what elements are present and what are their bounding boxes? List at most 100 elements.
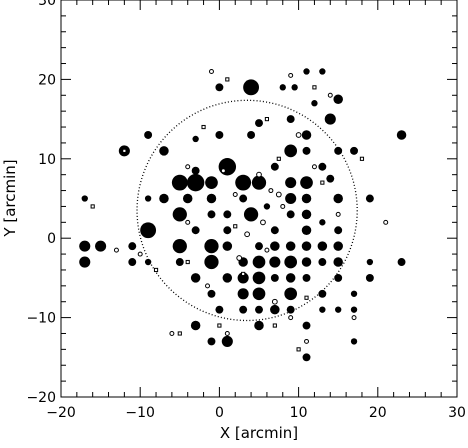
data-point-filled <box>172 239 187 254</box>
data-point-filled <box>222 273 233 283</box>
data-point-square <box>241 271 246 277</box>
y-tick-label: 30 <box>38 0 56 9</box>
data-point-filled <box>270 273 279 282</box>
data-point-open <box>113 247 119 253</box>
data-point-filled <box>319 68 326 75</box>
data-point-square <box>90 204 95 209</box>
y-axis-label: Y [arcmin] <box>1 159 19 237</box>
data-point-filled <box>252 255 266 269</box>
data-point-filled <box>318 258 327 266</box>
data-point-filled <box>215 83 224 92</box>
data-point-filled <box>205 176 218 189</box>
data-point-open <box>169 331 175 336</box>
data-point-filled <box>335 306 342 313</box>
data-point-filled <box>366 258 374 266</box>
data-point-filled <box>319 219 326 226</box>
data-point-filled <box>286 210 295 219</box>
data-point-open <box>185 164 191 170</box>
data-point-filled <box>191 226 200 235</box>
data-point-filled <box>318 162 327 171</box>
data-point-filled <box>255 119 263 128</box>
data-point-filled <box>221 335 233 347</box>
data-point-open <box>224 331 230 336</box>
data-point-filled <box>144 258 152 266</box>
y-tick-label: −20 <box>26 390 56 406</box>
data-point-filled <box>350 146 359 155</box>
data-point-filled <box>270 241 280 251</box>
data-point-filled <box>303 68 310 75</box>
data-point-filled <box>311 100 318 107</box>
data-point-filled <box>222 241 233 251</box>
data-point-filled <box>270 162 279 171</box>
data-point-filled <box>334 146 343 155</box>
data-point-filled <box>215 305 224 314</box>
data-point-filled <box>301 257 312 267</box>
x-tick-label: 30 <box>448 405 466 421</box>
data-point-filled <box>81 195 88 202</box>
data-point-filled <box>263 203 271 210</box>
data-point-open <box>264 247 270 253</box>
data-point-filled <box>140 222 157 239</box>
x-tick-label: 0 <box>215 405 224 421</box>
data-point-filled <box>255 305 263 314</box>
data-point-filled <box>186 173 205 192</box>
data-point-open <box>244 231 250 238</box>
data-point-filled <box>302 353 311 362</box>
data-point-filled <box>333 193 343 204</box>
plot-frame <box>60 0 458 398</box>
data-point-open <box>327 92 333 98</box>
data-point-filled <box>192 135 199 143</box>
data-point-filled <box>302 146 311 155</box>
data-point-filled <box>218 158 237 176</box>
data-point-filled <box>172 207 187 222</box>
data-point-filled <box>334 226 343 235</box>
data-point-filled <box>284 144 298 158</box>
data-point-filled <box>171 174 188 191</box>
data-point-filled <box>215 131 224 139</box>
data-point-filled <box>365 194 374 203</box>
data-point-filled <box>396 130 407 140</box>
data-point-open <box>288 315 294 321</box>
data-point-square <box>276 156 281 161</box>
data-point-filled <box>159 146 169 156</box>
data-point-filled <box>397 258 406 266</box>
data-point-open <box>185 219 191 225</box>
data-point-filled <box>237 288 249 300</box>
data-point-filled <box>333 241 343 251</box>
data-point-filled <box>319 306 326 313</box>
data-point-filled <box>252 271 266 285</box>
data-point-open <box>311 164 317 170</box>
data-point-filled <box>334 273 343 282</box>
data-point-open <box>260 219 266 226</box>
data-point-filled <box>190 320 201 331</box>
data-point-filled <box>350 338 358 345</box>
data-point-filled <box>237 272 249 284</box>
data-point-filled <box>285 241 296 251</box>
data-point-filled <box>286 115 295 124</box>
data-point-square <box>201 124 206 130</box>
y-tick-label: 20 <box>38 72 56 88</box>
data-point-open <box>304 338 309 344</box>
data-point-filled <box>207 210 216 219</box>
data-point-filled <box>284 255 298 269</box>
data-point-square <box>177 331 182 336</box>
data-point-filled <box>302 273 311 282</box>
data-point-open <box>205 283 211 289</box>
data-point-filled <box>300 176 313 189</box>
data-point-filled <box>270 304 280 315</box>
data-point-open <box>351 315 357 321</box>
data-point-open <box>268 188 274 194</box>
y-tick-label: 10 <box>38 152 56 168</box>
data-point-square <box>320 180 325 185</box>
data-point-open <box>137 251 143 257</box>
data-point-open <box>271 298 278 305</box>
data-point-square <box>264 117 270 122</box>
data-point-filled <box>301 225 312 236</box>
data-point-filled <box>324 113 336 125</box>
data-point-square <box>122 148 127 153</box>
data-point-open <box>295 132 302 138</box>
data-point-open <box>280 203 286 209</box>
data-point-open <box>335 211 341 217</box>
dotted-boundary-circle <box>136 99 358 322</box>
